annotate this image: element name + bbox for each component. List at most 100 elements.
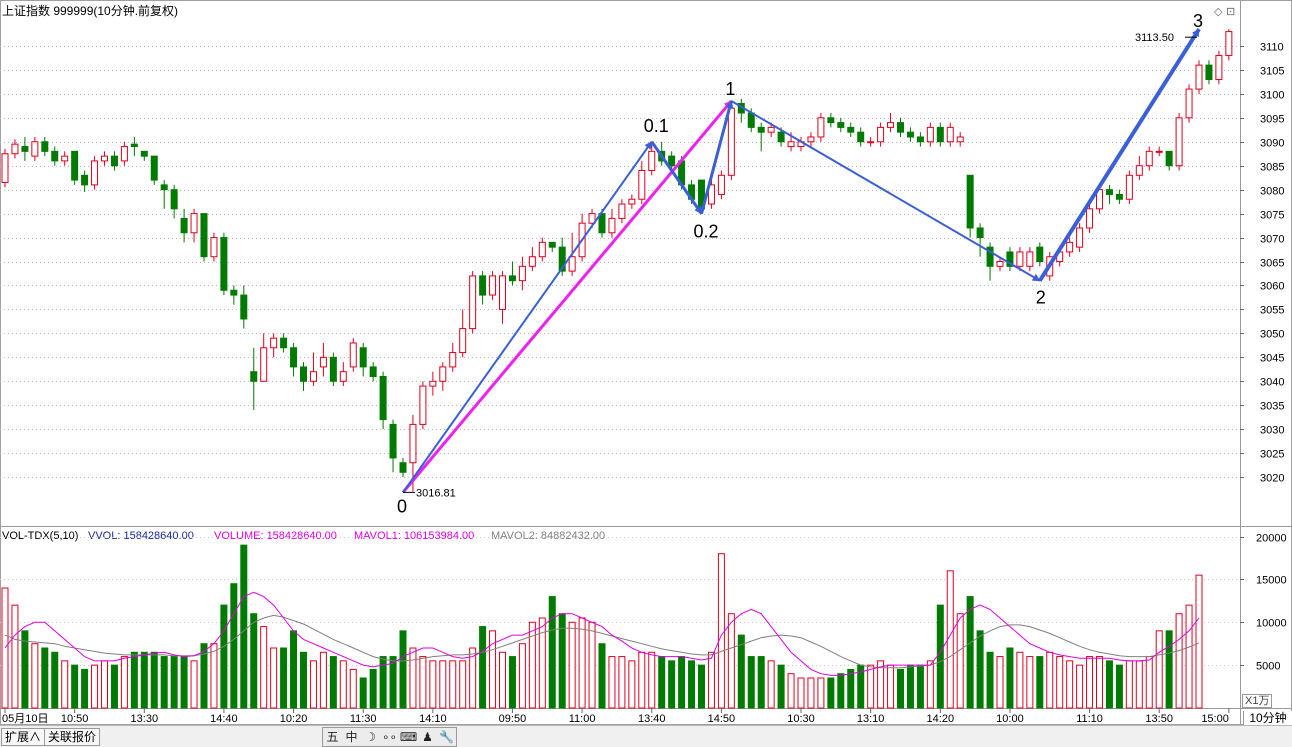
five-icon[interactable]: 五 [326, 730, 339, 744]
volume-bar [1175, 613, 1183, 709]
volume-bar [319, 651, 327, 709]
candle [389, 423, 397, 459]
volume-bar [518, 643, 526, 709]
candle [867, 141, 875, 144]
wave-01-02-arrow [650, 140, 703, 215]
x-tick-label: 11:30 [350, 713, 377, 725]
candle [807, 136, 815, 143]
candle [608, 217, 616, 234]
volume-bar [61, 660, 69, 709]
volume-bar [250, 613, 258, 709]
wave-label-3: 3 [1193, 11, 1203, 31]
volume-bar [21, 630, 29, 709]
volume-bar [817, 677, 825, 709]
wave-label-2: 2 [1036, 288, 1046, 308]
chart-frame [0, 0, 1292, 725]
price-tick-label: 3040 [1260, 377, 1284, 389]
volume-bar [538, 617, 546, 709]
x-tick-label: 13:50 [1145, 713, 1173, 725]
volume-bar [399, 630, 407, 709]
candle [359, 347, 367, 368]
volume-bar [727, 613, 735, 709]
volume-bar [91, 664, 99, 709]
volume-bar [578, 617, 586, 709]
volume-bar [906, 664, 914, 709]
candle [309, 371, 317, 382]
link-icon[interactable]: ∘∘ [381, 730, 398, 744]
candle [91, 160, 99, 186]
volume-bar [180, 656, 188, 709]
volume-bar [1066, 660, 1074, 709]
volume-bar [280, 647, 288, 709]
tab-related-quotes[interactable]: 关联报价 [44, 728, 101, 746]
candle [787, 141, 795, 148]
zhong-icon[interactable]: 中 [345, 730, 358, 744]
price-tick-label: 3035 [1260, 401, 1284, 413]
candle [200, 213, 208, 258]
volume-bar [31, 643, 39, 709]
user-icon[interactable]: ♟ [422, 730, 433, 744]
volume-bar [897, 668, 904, 709]
volume-bar [568, 621, 576, 709]
candle [857, 131, 865, 143]
candle [727, 107, 735, 176]
candle [827, 117, 835, 124]
volume-bar [528, 621, 536, 709]
candle [120, 146, 128, 162]
candle [349, 342, 357, 368]
volume-bar [389, 656, 397, 709]
candle [419, 385, 427, 425]
high-price-label: 3113.50 [1135, 32, 1174, 44]
candle [558, 246, 566, 272]
volume-bar [101, 660, 108, 709]
candle [280, 337, 288, 349]
volume-bar [1046, 651, 1054, 709]
volume-bar [290, 630, 298, 709]
candle [21, 146, 29, 152]
period-label[interactable]: 10分钟 [1243, 711, 1292, 725]
candle [379, 375, 387, 421]
x-tick-label: 13:30 [131, 713, 159, 725]
volume-bar [369, 668, 377, 709]
restore-icon: ⊡ [1226, 6, 1235, 18]
volume-bar [966, 596, 974, 709]
volume-bar [737, 634, 745, 709]
x-tick-label: 10:30 [787, 713, 815, 725]
candle [707, 184, 715, 205]
price-tick-label: 3080 [1260, 186, 1284, 198]
volume-bar [1145, 656, 1153, 709]
volume-bar [359, 677, 367, 709]
volume-bar [1195, 574, 1203, 709]
volume-bar [120, 656, 128, 709]
candle [897, 122, 904, 133]
candle [449, 352, 457, 368]
volume-bar [1155, 630, 1163, 709]
candle [1155, 150, 1163, 153]
x-tick-label: 05月10日 [2, 713, 48, 725]
wave-label-1: 1 [725, 79, 735, 99]
volume-bar [698, 664, 705, 709]
wrench-icon[interactable]: 🔧 [439, 730, 454, 744]
candle [329, 356, 337, 382]
x-tick-label: 14:40 [210, 713, 238, 725]
x-tick-label: 10:50 [61, 713, 89, 725]
candle [887, 122, 895, 128]
tab-expand[interactable]: 扩展∧ [1, 728, 46, 746]
volume-bar [419, 656, 427, 709]
keyboard-icon[interactable]: ⌨ [399, 730, 418, 744]
volume-bar [608, 656, 616, 709]
candle [41, 141, 49, 152]
candle [946, 126, 954, 143]
price-tick-label: 3025 [1260, 449, 1284, 461]
price-tick-label: 3105 [1260, 66, 1284, 78]
moon-icon[interactable]: ☽ [365, 730, 376, 744]
candle [1006, 251, 1014, 267]
volume-bar [936, 604, 944, 709]
volume-bar [618, 656, 626, 709]
candle [747, 112, 755, 128]
candle [469, 275, 477, 330]
candle [588, 213, 596, 224]
volume-bar [916, 664, 924, 709]
candle [489, 275, 497, 296]
